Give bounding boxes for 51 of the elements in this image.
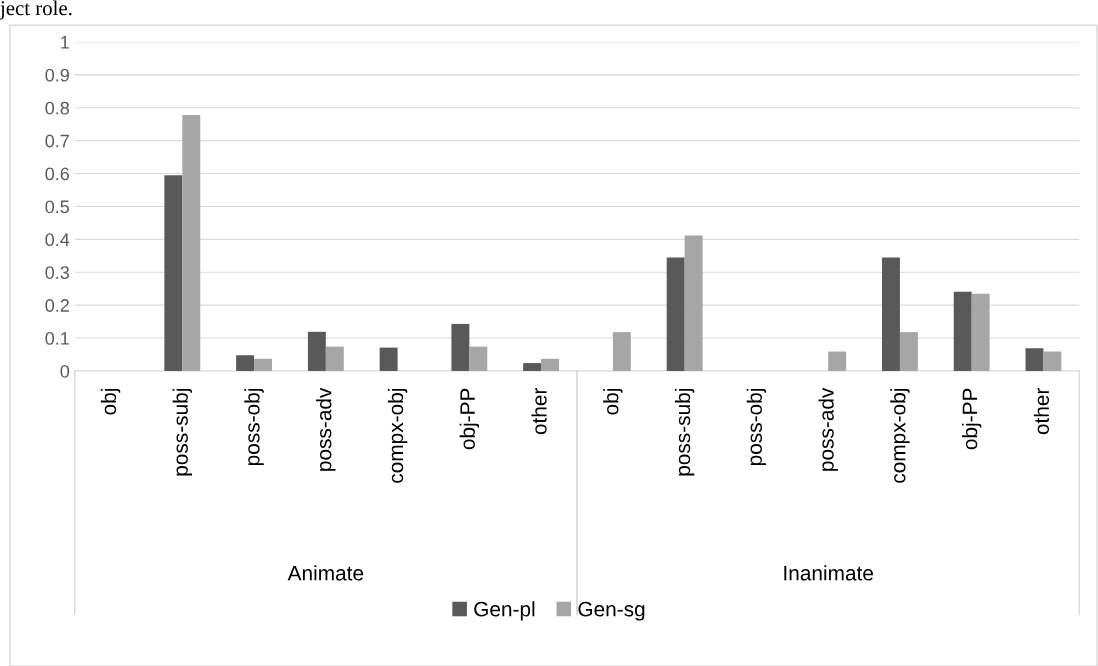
bar (541, 358, 560, 371)
bar (1025, 348, 1044, 371)
bar (325, 346, 344, 371)
y-tick-label: 0 (60, 364, 70, 378)
text: Animate (287, 565, 364, 581)
bar (953, 291, 972, 371)
x-tick-label: poss-obj (746, 389, 767, 466)
y-tick-label: 0.6 (45, 167, 70, 181)
x-tick-label: poss-subj (674, 389, 695, 476)
x-tick-label: obj-PP (459, 388, 480, 450)
x-tick-label: poss-subj (172, 389, 193, 476)
text: Inanimate (784, 565, 873, 581)
bar (254, 358, 273, 371)
x-tick-label: compx-obj (890, 389, 910, 483)
legend-label: Gen-sg (578, 601, 645, 621)
bar (182, 115, 201, 371)
x-tick-label: obj (603, 389, 623, 415)
y-tick-label: 0.2 (45, 299, 69, 312)
y-tick-label: 0.4 (45, 233, 70, 247)
x-tick-label: obj-PP (961, 388, 982, 450)
y-tick-label: 0.1 (45, 332, 69, 345)
x-tick-label: compx-obj (387, 389, 408, 483)
bar (684, 235, 703, 371)
x-tick-label: poss-obj (244, 389, 264, 466)
bar (666, 257, 685, 371)
legend-label: Gen-pl (474, 601, 535, 621)
bar (881, 257, 900, 371)
y-tick-label: 0.9 (45, 68, 69, 82)
bar (1043, 351, 1062, 371)
bar (899, 332, 918, 371)
x-tick-label: poss-adv (818, 387, 838, 471)
bar (612, 332, 631, 371)
x-tick-label: other (531, 387, 547, 435)
bar (164, 175, 183, 371)
bar (828, 351, 847, 371)
bar (307, 331, 326, 371)
text: ject role. (0, 0, 72, 20)
y-tick-label: 0.8 (45, 101, 70, 115)
y-tick-label: 0.5 (45, 200, 70, 214)
bar (451, 323, 470, 371)
x-tick-label: other (1033, 387, 1050, 435)
bar (469, 346, 488, 371)
bar (236, 355, 255, 371)
y-tick-label: 0.3 (45, 266, 70, 279)
y-tick-label: 0.7 (45, 134, 69, 148)
bar (379, 347, 398, 371)
bar (971, 293, 990, 371)
x-tick-label: poss-adv (316, 387, 336, 471)
y-tick-label: 1 (61, 36, 69, 49)
x-tick-label: obj (100, 389, 121, 415)
bar (523, 363, 542, 371)
